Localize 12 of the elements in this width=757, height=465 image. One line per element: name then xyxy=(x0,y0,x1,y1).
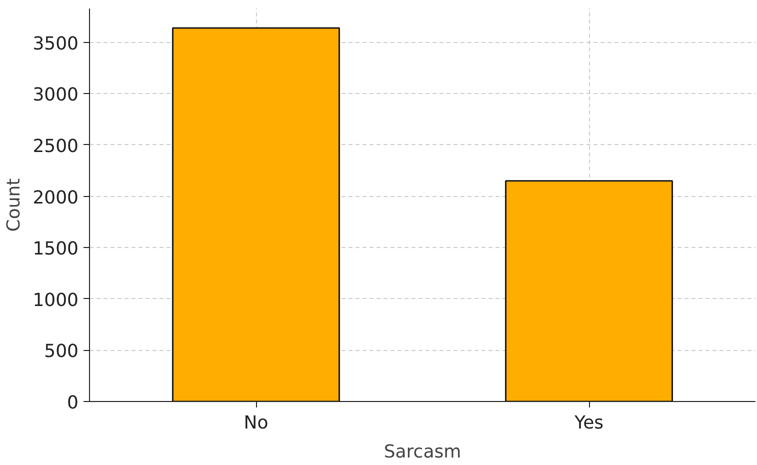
y-tick-label: 0 xyxy=(67,392,78,414)
y-tick-label: 3500 xyxy=(32,33,79,54)
y-tick-label: 500 xyxy=(44,341,79,362)
y-tick-label: 3000 xyxy=(32,84,79,106)
x-tick-label: Yes xyxy=(573,412,604,434)
x-tick-label: No xyxy=(244,412,268,434)
y-tick-label: 2000 xyxy=(32,187,79,208)
y-tick-label: 1000 xyxy=(32,290,79,311)
y-tick-label: 1500 xyxy=(32,238,79,260)
y-tick-label: 2500 xyxy=(32,136,79,157)
x-axis-title: Sarcasm xyxy=(384,442,462,462)
y-axis-title: Count xyxy=(4,178,25,232)
